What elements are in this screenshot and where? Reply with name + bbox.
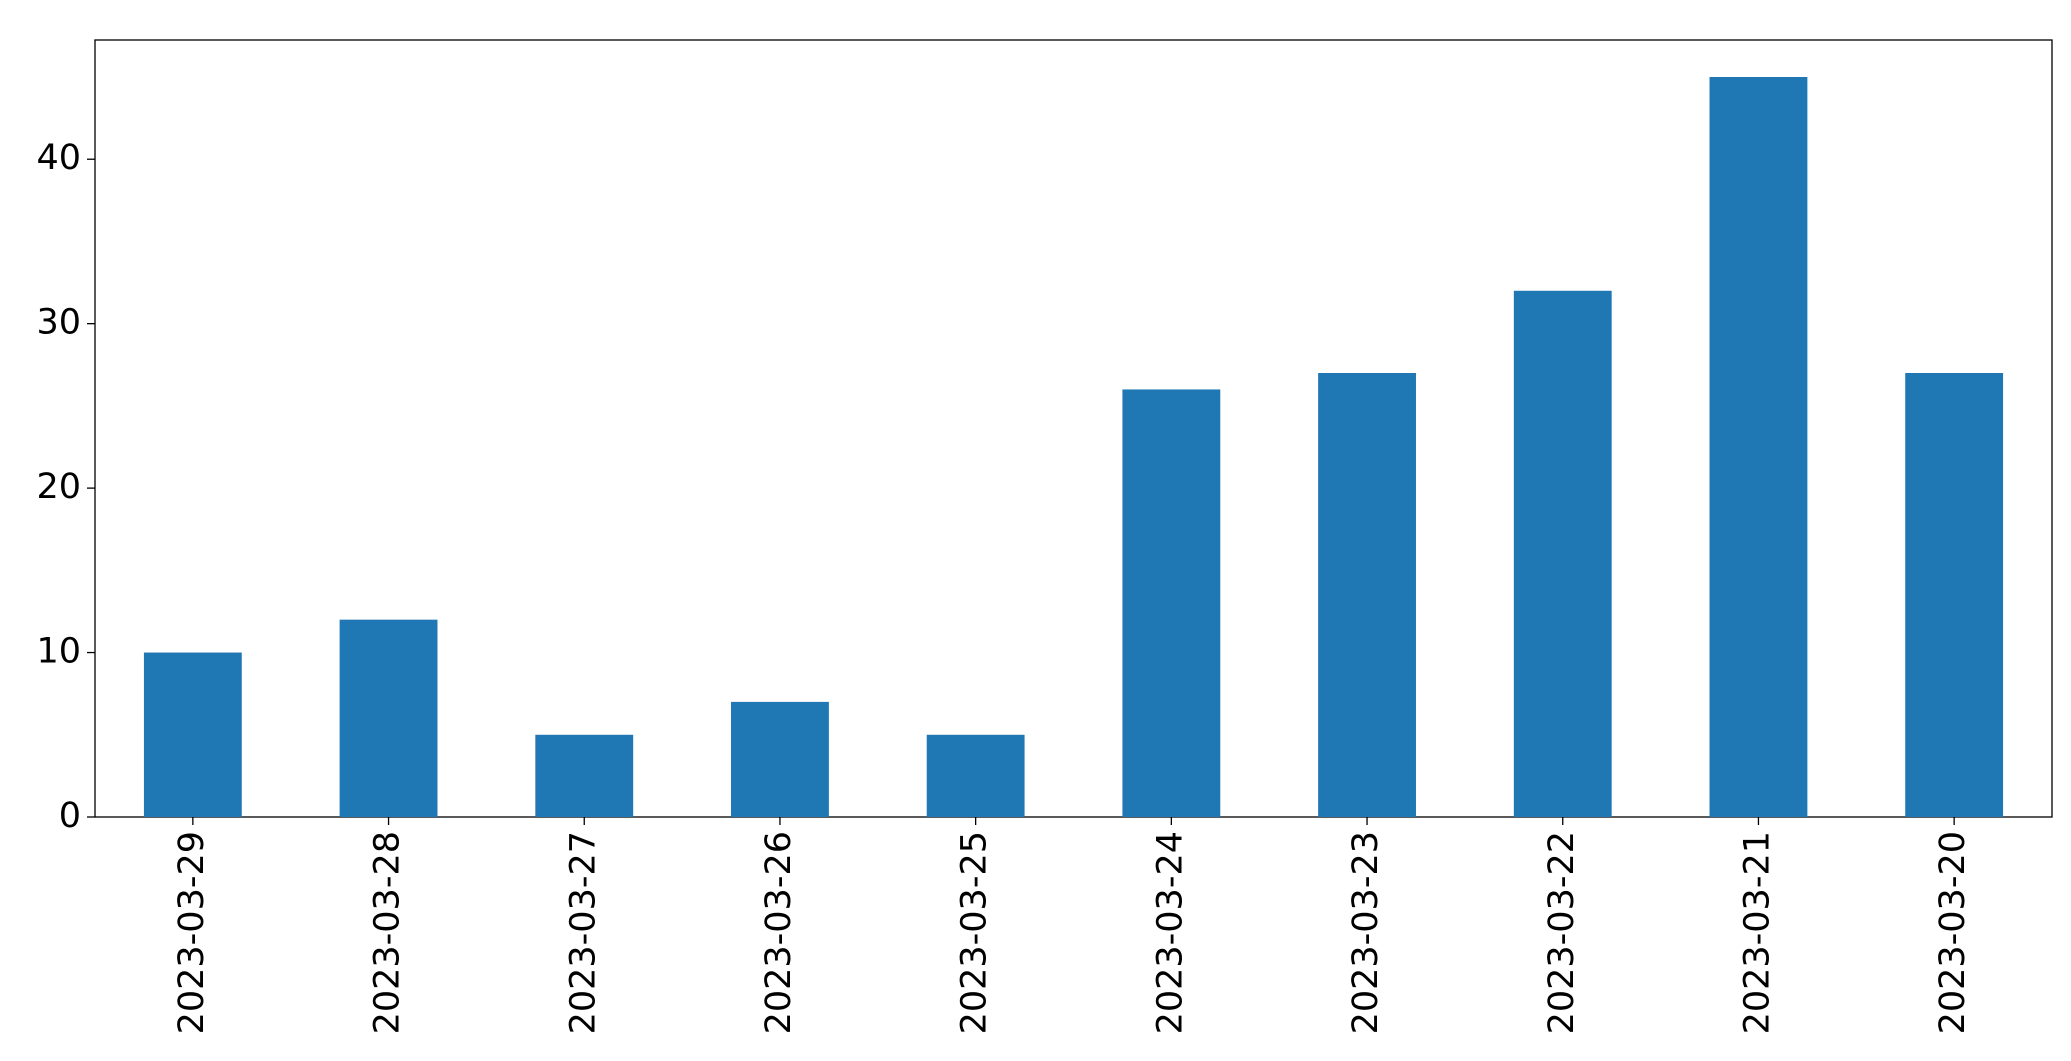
x-tick-label: 2023-03-29 <box>172 831 212 1034</box>
x-tick-label: 2023-03-22 <box>1542 831 1582 1034</box>
bar <box>1905 373 2004 817</box>
x-tick-label: 2023-03-26 <box>759 831 799 1034</box>
x-tick-label: 2023-03-20 <box>1933 831 1973 1034</box>
x-tick-label: 2023-03-21 <box>1737 831 1777 1034</box>
x-tick-label: 2023-03-23 <box>1346 831 1386 1034</box>
x-tick-label: 2023-03-28 <box>368 831 408 1034</box>
x-tick-label: 2023-03-27 <box>563 831 603 1034</box>
bar <box>143 652 242 817</box>
bar <box>535 734 634 817</box>
y-tick-label: 30 <box>36 303 81 343</box>
plot-frame <box>94 39 2053 818</box>
y-tick-label: 0 <box>59 796 81 836</box>
bar <box>926 734 1025 817</box>
y-tick-label: 40 <box>36 138 81 178</box>
y-tick-label: 10 <box>36 632 81 672</box>
bar <box>1513 290 1612 817</box>
x-tick-label: 2023-03-25 <box>955 831 995 1034</box>
x-tick-label: 2023-03-24 <box>1150 831 1190 1034</box>
bar <box>1122 389 1221 817</box>
bar <box>1318 373 1416 817</box>
bar <box>731 701 829 817</box>
bar <box>1709 77 1808 817</box>
bar <box>339 619 438 817</box>
y-tick-label: 20 <box>36 467 81 507</box>
